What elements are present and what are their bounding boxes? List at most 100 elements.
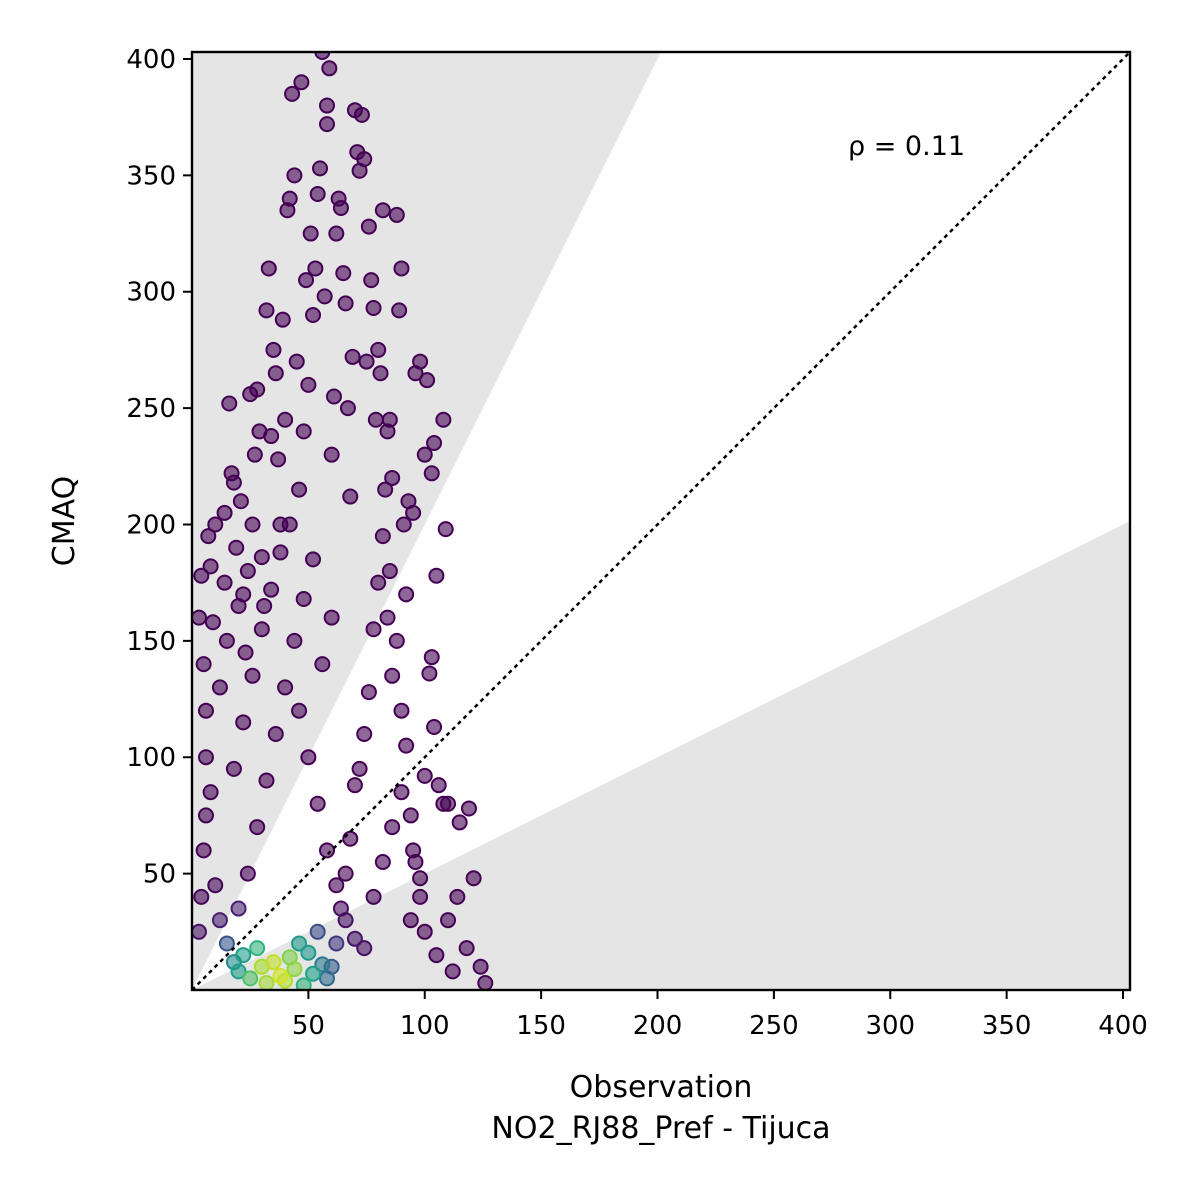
y-axis-label: CMAQ	[47, 476, 82, 566]
data-point	[342, 830, 359, 847]
data-point	[192, 923, 207, 940]
data-point	[365, 300, 382, 317]
data-point	[370, 574, 387, 591]
scatter-points	[192, 52, 494, 990]
data-point	[295, 590, 312, 607]
data-point	[309, 795, 326, 812]
data-point	[398, 737, 415, 754]
data-point	[356, 725, 373, 742]
data-point	[239, 563, 256, 580]
data-point	[244, 667, 261, 684]
data-point	[314, 656, 331, 673]
data-point	[253, 549, 270, 566]
data-point	[449, 888, 466, 905]
data-point	[272, 516, 289, 533]
data-point	[286, 961, 303, 978]
data-point	[384, 469, 401, 486]
data-point	[202, 784, 219, 801]
data-point	[258, 975, 275, 990]
data-point	[204, 614, 221, 631]
data-point	[314, 956, 331, 973]
data-point	[230, 900, 247, 917]
data-point	[337, 295, 354, 312]
data-point	[274, 311, 291, 328]
data-point	[346, 930, 363, 947]
data-point	[428, 567, 445, 584]
x-tick-label: 200	[633, 1011, 683, 1041]
data-point	[451, 814, 468, 831]
data-point	[312, 160, 329, 177]
x-tick-label: 300	[865, 1011, 915, 1041]
data-point	[242, 970, 259, 987]
data-point	[267, 725, 284, 742]
data-point	[318, 970, 335, 987]
data-point	[388, 206, 405, 223]
data-point	[381, 563, 398, 580]
data-point	[293, 74, 310, 91]
y-axis-ticks: 50 100 150 200 250 300 350 400	[126, 45, 192, 890]
data-point	[416, 923, 433, 940]
one-to-one-line	[192, 52, 1130, 990]
x-tick-label: 350	[982, 1011, 1032, 1041]
data-point	[377, 481, 394, 498]
data-point	[472, 958, 489, 975]
data-point	[286, 632, 303, 649]
data-point	[211, 912, 228, 929]
data-point	[253, 621, 270, 638]
data-point	[360, 684, 377, 701]
data-point	[258, 302, 275, 319]
data-point	[232, 493, 249, 510]
data-point	[358, 353, 375, 370]
data-point	[242, 386, 259, 403]
data-point	[402, 807, 419, 824]
y-tick-label: 150	[126, 627, 176, 657]
data-point	[270, 451, 287, 468]
data-point	[384, 819, 401, 836]
data-point	[428, 947, 445, 964]
data-point	[323, 609, 340, 626]
data-point	[263, 428, 280, 445]
data-point	[300, 376, 317, 393]
x-tick-label: 250	[749, 1011, 799, 1041]
data-point	[305, 307, 322, 324]
data-point	[207, 877, 224, 894]
x-axis-sublabel: NO2_RJ88_Pref - Tijuca	[491, 1111, 830, 1146]
data-point	[235, 947, 252, 964]
y-tick-label: 350	[126, 161, 176, 191]
data-point	[374, 528, 391, 545]
data-point	[318, 842, 335, 859]
data-point	[272, 544, 289, 561]
x-tick-label: 150	[516, 1011, 566, 1041]
data-point	[295, 977, 312, 990]
x-axis-label: Observation	[570, 1070, 753, 1105]
data-point	[416, 446, 433, 463]
data-point	[197, 807, 214, 824]
data-point	[351, 760, 368, 777]
data-point	[309, 923, 326, 940]
data-point	[200, 528, 217, 545]
data-point	[288, 353, 305, 370]
data-point	[258, 772, 275, 789]
data-point	[374, 853, 391, 870]
y-tick-label: 250	[126, 394, 176, 424]
data-point	[228, 539, 245, 556]
data-point	[332, 199, 349, 216]
data-point	[412, 870, 429, 887]
y-tick-label: 400	[126, 45, 176, 75]
data-point	[393, 260, 410, 277]
data-point	[256, 597, 273, 614]
data-point	[423, 465, 440, 482]
data-point	[309, 185, 326, 202]
data-point	[405, 504, 422, 521]
data-point	[300, 749, 317, 766]
data-point	[225, 760, 242, 777]
data-point	[374, 202, 391, 219]
data-point	[426, 435, 443, 452]
data-point	[272, 968, 289, 985]
data-point	[351, 162, 368, 179]
data-point	[407, 853, 424, 870]
correlation-annotation: ρ = 0.11	[848, 131, 965, 162]
data-point	[328, 225, 345, 242]
data-point	[323, 446, 340, 463]
